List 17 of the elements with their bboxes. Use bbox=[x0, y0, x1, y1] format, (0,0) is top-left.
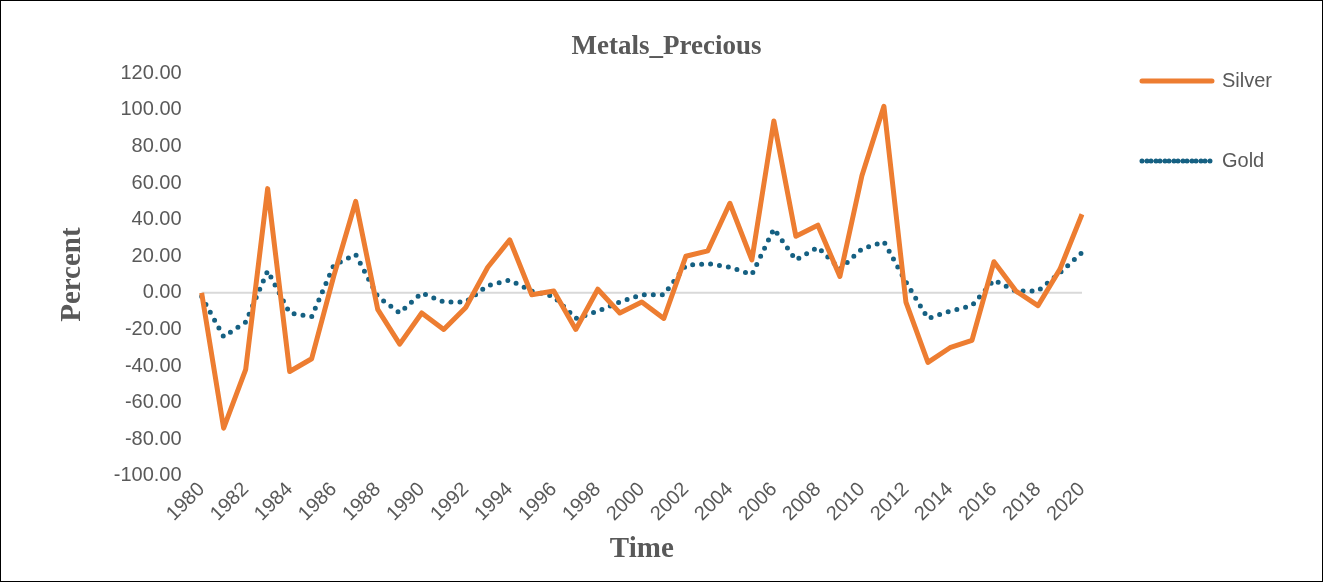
y-tick-label: -40.00 bbox=[124, 353, 182, 376]
y-tick-label: -80.00 bbox=[124, 426, 182, 449]
y-tick-label: -60.00 bbox=[124, 390, 182, 413]
y-tick-label: -100.00 bbox=[113, 463, 182, 486]
y-tick-label: 100.00 bbox=[120, 97, 182, 120]
legend-label: Gold bbox=[1221, 148, 1265, 171]
y-tick-label: 20.00 bbox=[131, 243, 182, 266]
y-tick-label: 0.00 bbox=[142, 280, 182, 303]
y-tick-label: 40.00 bbox=[131, 207, 182, 230]
x-axis-title: Time bbox=[609, 531, 674, 564]
legend-label: Silver bbox=[1221, 68, 1273, 91]
y-tick-label: 60.00 bbox=[131, 170, 182, 193]
y-tick-label: 120.00 bbox=[120, 60, 182, 83]
y-axis-title: Percent bbox=[53, 227, 86, 322]
y-tick-label: 80.00 bbox=[131, 134, 182, 157]
chart-title: Metals_Precious bbox=[571, 30, 762, 61]
y-tick-label: -20.00 bbox=[124, 316, 182, 339]
